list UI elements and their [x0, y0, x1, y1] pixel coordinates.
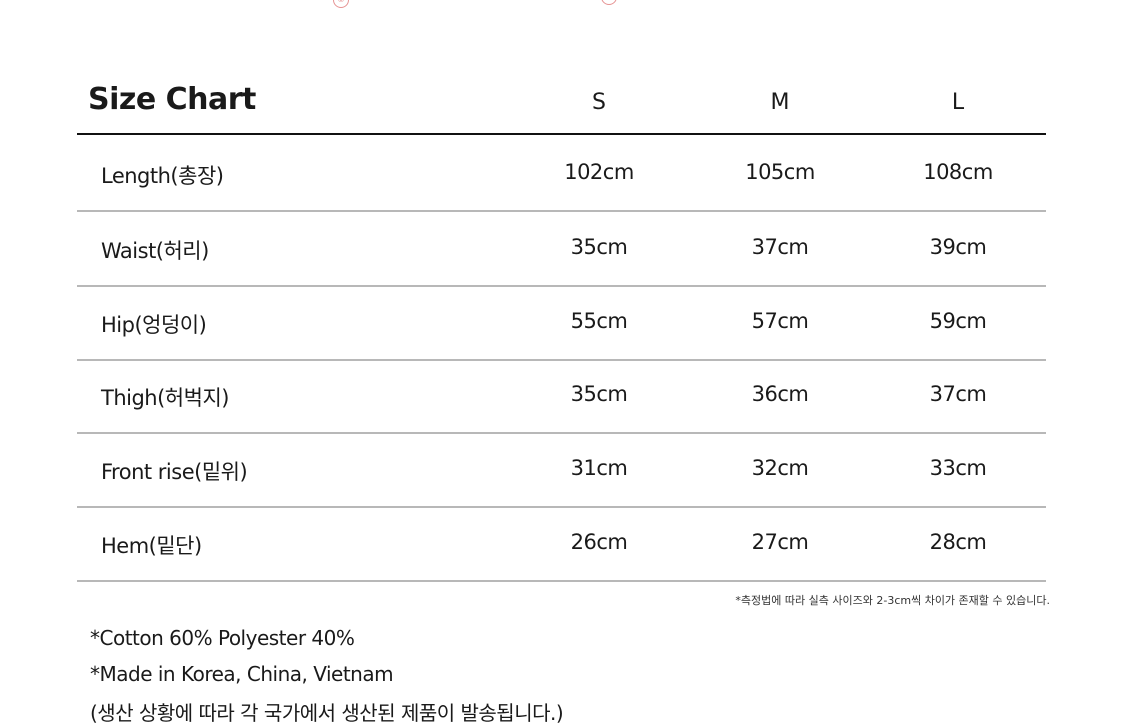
- table-row: Thigh(허벅지) 35cm 36cm 37cm: [77, 358, 1046, 434]
- size-value-s: 102cm: [564, 160, 634, 184]
- circled-number-marker: ⑥: [333, 0, 349, 8]
- row-label: Length(총장): [101, 164, 224, 188]
- size-value-s: 26cm: [570, 530, 628, 554]
- size-value-m: 57cm: [751, 309, 809, 333]
- size-value-l: 108cm: [923, 160, 993, 184]
- table-row: Length(총장) 102cm 105cm 108cm: [77, 136, 1046, 212]
- size-value-l: 33cm: [929, 456, 987, 480]
- table-row: Front rise(밑위) 31cm 32cm 33cm: [77, 432, 1046, 508]
- material-info: *Cotton 60% Polyester 40%: [90, 626, 355, 650]
- shipping-info: (생산 상황에 따라 각 국가에서 생산된 제품이 발송됩니다.): [90, 701, 564, 725]
- size-chart-title: Size Chart: [88, 82, 256, 117]
- size-value-s: 35cm: [570, 235, 628, 259]
- size-value-l: 39cm: [929, 235, 987, 259]
- column-header-s: S: [592, 90, 606, 115]
- row-label: Front rise(밑위): [101, 460, 248, 484]
- size-value-s: 31cm: [570, 456, 628, 480]
- header-divider: [77, 133, 1046, 135]
- circled-number-marker: ⑦: [601, 0, 617, 5]
- table-row: Waist(허리) 35cm 37cm 39cm: [77, 211, 1046, 287]
- origin-info: *Made in Korea, China, Vietnam: [90, 662, 394, 686]
- row-label: Hip(엉덩이): [101, 313, 207, 337]
- table-row: Hip(엉덩이) 55cm 57cm 59cm: [77, 285, 1046, 361]
- row-label: Hem(밑단): [101, 534, 202, 558]
- size-value-m: 105cm: [745, 160, 815, 184]
- row-label: Thigh(허벅지): [101, 386, 229, 410]
- size-value-m: 27cm: [751, 530, 809, 554]
- size-value-m: 37cm: [751, 235, 809, 259]
- size-value-s: 55cm: [570, 309, 628, 333]
- size-value-l: 59cm: [929, 309, 987, 333]
- size-value-l: 28cm: [929, 530, 987, 554]
- size-value-s: 35cm: [570, 382, 628, 406]
- row-label: Waist(허리): [101, 239, 209, 263]
- size-value-m: 36cm: [751, 382, 809, 406]
- table-row: Hem(밑단) 26cm 27cm 28cm: [77, 506, 1046, 582]
- column-header-l: L: [951, 90, 965, 115]
- measurement-note: *측정법에 따라 실측 사이즈와 2-3cm씩 차이가 존재할 수 있습니다.: [735, 594, 1050, 607]
- size-value-l: 37cm: [929, 382, 987, 406]
- column-header-m: M: [770, 90, 790, 115]
- size-value-m: 32cm: [751, 456, 809, 480]
